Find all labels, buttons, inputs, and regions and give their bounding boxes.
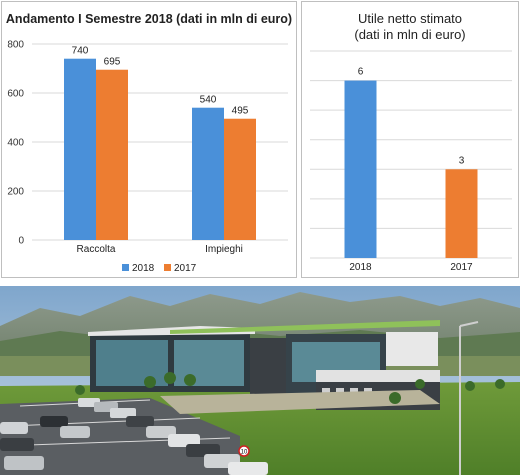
chart-title: Utile netto stimato <box>358 11 462 26</box>
bar <box>96 69 128 240</box>
x-tick-label: Raccolta <box>77 244 116 255</box>
speed-limit-sign <box>238 445 250 457</box>
chart-subtitle: (dati in mln di euro) <box>354 27 465 42</box>
speed-limit-sign-text: 10 <box>241 450 248 456</box>
x-tick-label: Impieghi <box>205 244 243 255</box>
bar <box>445 169 478 258</box>
legend-label: 2017 <box>174 263 197 274</box>
semester-bar-chart: Andamento I Semestre 2018 (dati in mln d… <box>6 12 292 274</box>
bar <box>224 118 256 240</box>
bar <box>344 80 377 258</box>
headquarters-photo: 10 <box>0 286 520 475</box>
data-label: 495 <box>232 106 249 117</box>
legend-swatch <box>122 264 129 271</box>
chart-panel-semester: Andamento I Semestre 2018 (dati in mln d… <box>1 1 297 278</box>
data-label: 6 <box>358 67 364 78</box>
y-tick-label: 800 <box>7 40 24 51</box>
data-label: 740 <box>72 46 89 57</box>
x-tick-label: 2017 <box>450 262 473 273</box>
bar <box>192 107 224 240</box>
chart-title: Andamento I Semestre 2018 (dati in mln d… <box>6 12 292 26</box>
y-tick-label: 200 <box>7 187 24 198</box>
y-tick-label: 600 <box>7 89 24 100</box>
data-label: 695 <box>104 57 121 68</box>
y-tick-label: 0 <box>18 236 24 247</box>
bar <box>64 58 96 241</box>
data-label: 3 <box>459 155 465 166</box>
building-photo-illustration: 10 <box>0 286 520 475</box>
x-tick-label: 2018 <box>349 262 372 273</box>
y-tick-label: 400 <box>7 138 24 149</box>
data-label: 540 <box>200 95 217 106</box>
chart-panel-net-profit: Utile netto stimato (dati in mln di euro)… <box>301 1 519 278</box>
legend-swatch <box>164 264 171 271</box>
legend-label: 2018 <box>132 263 155 274</box>
net-profit-bar-chart: Utile netto stimato(dati in mln di euro)… <box>310 11 512 273</box>
